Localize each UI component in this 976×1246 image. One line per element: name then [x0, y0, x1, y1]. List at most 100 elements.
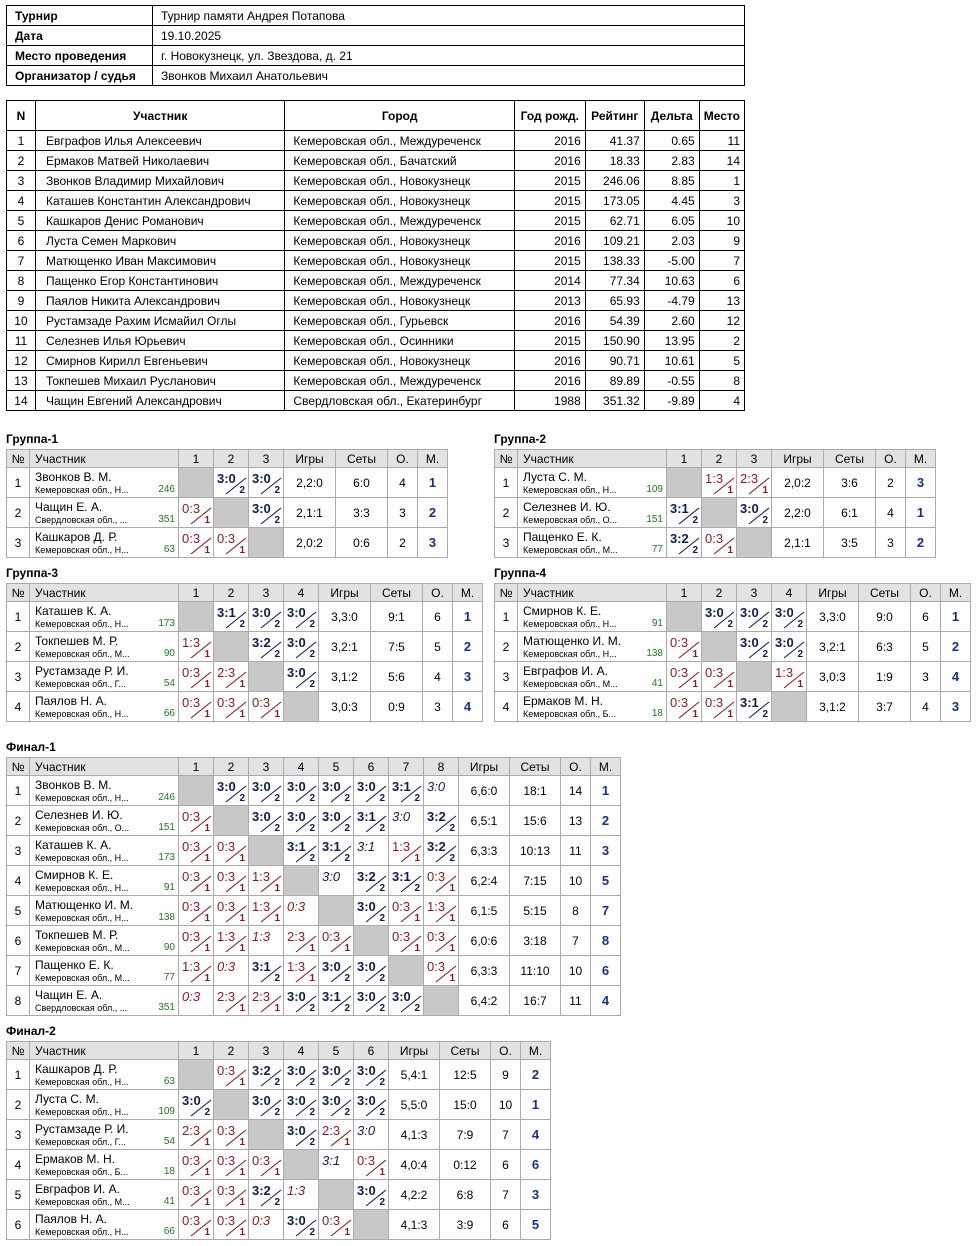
player-club: Кемеровская обл., Н...	[35, 1077, 129, 1087]
match-points: 1	[379, 1167, 385, 1178]
player-city: Кемеровская обл., Гурьевск	[284, 310, 515, 331]
player-name: Пащенко Егор Константинович	[34, 270, 286, 291]
match-score: 3:0	[322, 1093, 341, 1108]
diagonal-slash-icon	[190, 671, 212, 689]
player-rating: 66	[163, 708, 175, 719]
match-score: 3:0	[217, 779, 236, 794]
player-club: Кемеровская обл., М...	[35, 973, 130, 983]
match-cell: 1:3 1	[701, 467, 737, 498]
diagonal-slash-icon	[225, 1189, 247, 1207]
diagonal-slash-icon	[365, 1069, 387, 1087]
match-cell: 3:1 2	[666, 497, 702, 528]
games-value: 6,5:1	[458, 805, 510, 836]
diagonal-slash-icon	[190, 935, 212, 953]
player-club: Кемеровская обл., Н...	[35, 709, 129, 719]
player-name: Звонков Владимир Михайлович	[34, 170, 286, 191]
diagonal-slash-icon	[295, 641, 317, 659]
match-cell: 3:0 2	[318, 1089, 354, 1120]
place-value: 1	[452, 601, 483, 632]
match-score: 1:3	[705, 471, 724, 486]
match-cell: 3:0 2	[248, 1089, 284, 1120]
match-points: 1	[204, 1197, 210, 1208]
col-opponent: 2	[213, 757, 249, 776]
player-cell: Токпешев М. Р. Кемеровская обл., М... 90	[29, 925, 179, 956]
match-points: 1	[414, 853, 420, 864]
diagonal-slash-icon	[190, 1189, 212, 1207]
games-value: 3,2:1	[806, 631, 859, 662]
player-n: 14	[6, 390, 36, 411]
player-short-name: Смирнов К. Е.	[523, 604, 602, 618]
sets-value: 3:3	[335, 497, 388, 528]
col-opponent: 7	[388, 757, 424, 776]
group-row: 3 Пащенко Е. К. Кемеровская обл., М... 77 3:…	[494, 527, 936, 558]
match-points: 2	[309, 1137, 315, 1148]
player-year: 2015	[513, 190, 586, 211]
diagonal-slash-icon	[713, 611, 735, 629]
match-cell: 3:1 2	[736, 691, 772, 722]
col-opponent: 4	[283, 1041, 319, 1060]
match-cell: 1:3 1	[213, 925, 249, 956]
diagonal-slash-icon	[225, 611, 247, 629]
match-score: 0:3	[322, 929, 341, 944]
player-rating: 91	[163, 882, 175, 893]
diagonal-slash-icon	[678, 537, 700, 555]
match-points: 1	[239, 943, 245, 954]
match-score: 0:3	[670, 635, 689, 650]
games-value: 6,0:6	[458, 925, 510, 956]
player-rating: 173	[158, 852, 175, 863]
group-table: № Участник 1 2 3 Игры Сеты О. М. 1 Звонков В. М. Ке…	[6, 449, 448, 558]
match-cell: 3:1 2	[353, 805, 389, 836]
player-cell: Матющенко И. М. Кемеровская обл., Н... 138	[29, 895, 179, 926]
diagonal-slash-icon	[225, 701, 247, 719]
diagonal-slash-icon	[400, 905, 422, 923]
col-opponent: 1	[178, 583, 214, 602]
match-points: 2	[762, 515, 768, 526]
place-value: 3	[520, 1179, 551, 1210]
match-cell: 2:3 1	[213, 661, 249, 692]
place-value: 2	[520, 1059, 551, 1090]
match-score: 0:3	[357, 1153, 376, 1168]
player-city: Кемеровская обл., Новокузнецк	[284, 230, 515, 251]
player-rating: 246	[158, 484, 175, 495]
row-number: 4	[6, 691, 30, 722]
diagonal-slash-icon	[295, 815, 317, 833]
row-number: 2	[6, 805, 30, 836]
match-points: 1	[239, 709, 245, 720]
tournament-name: Турнир памяти Андрея Потапова	[152, 5, 745, 26]
col-place: Место	[698, 100, 746, 131]
match-cell: 3:0 2	[248, 805, 284, 836]
tournament-place: г. Новокузнецк, ул. Звездова, д. 21	[152, 45, 745, 66]
player-short-name: Селезнев И. Ю.	[523, 500, 611, 514]
match-points: 2	[274, 619, 280, 630]
col-rating: Рейтинг	[584, 100, 645, 131]
player-name: Кашкаров Денис Романович	[34, 210, 286, 231]
player-delta: -5.00	[643, 250, 700, 271]
player-rating: 18	[163, 1166, 175, 1177]
col-n: N	[6, 100, 36, 131]
match-cell: 3:2 2	[248, 1179, 284, 1210]
match-score: 2:3	[287, 929, 306, 944]
player-rating: 138.33	[584, 250, 645, 271]
match-score: 1:3	[217, 929, 236, 944]
player-name: Евграфов Илья Алексеевич	[34, 130, 286, 151]
diagonal-slash-icon	[225, 875, 247, 893]
match-cell: 1:3	[248, 925, 284, 956]
match-cell: 0:3 1	[318, 925, 354, 956]
diagonal-slash-icon	[190, 1099, 212, 1117]
match-score: 3:1	[252, 959, 271, 974]
match-cell: 3:0 2	[318, 775, 354, 806]
player-club: Свердловская обл., ...	[35, 1003, 128, 1013]
match-score: 3:0	[287, 635, 306, 650]
points-value: 3	[387, 497, 418, 528]
match-points: 1	[274, 1167, 280, 1178]
diagonal-slash-icon	[748, 507, 770, 525]
match-points: 1	[204, 913, 210, 924]
player-name: Ермаков Матвей Николаевич	[34, 150, 286, 171]
sets-value: 6:1	[823, 497, 876, 528]
col-opponent: 4	[283, 757, 319, 776]
match-score: 3:0	[775, 635, 794, 650]
player-club: Кемеровская обл., Н...	[35, 619, 129, 629]
player-club: Кемеровская обл., О...	[523, 515, 618, 525]
player-cell: Луста С. М. Кемеровская обл., Н... 109	[29, 1089, 179, 1120]
player-short-name: Кашкаров Д. Р.	[35, 1062, 118, 1076]
